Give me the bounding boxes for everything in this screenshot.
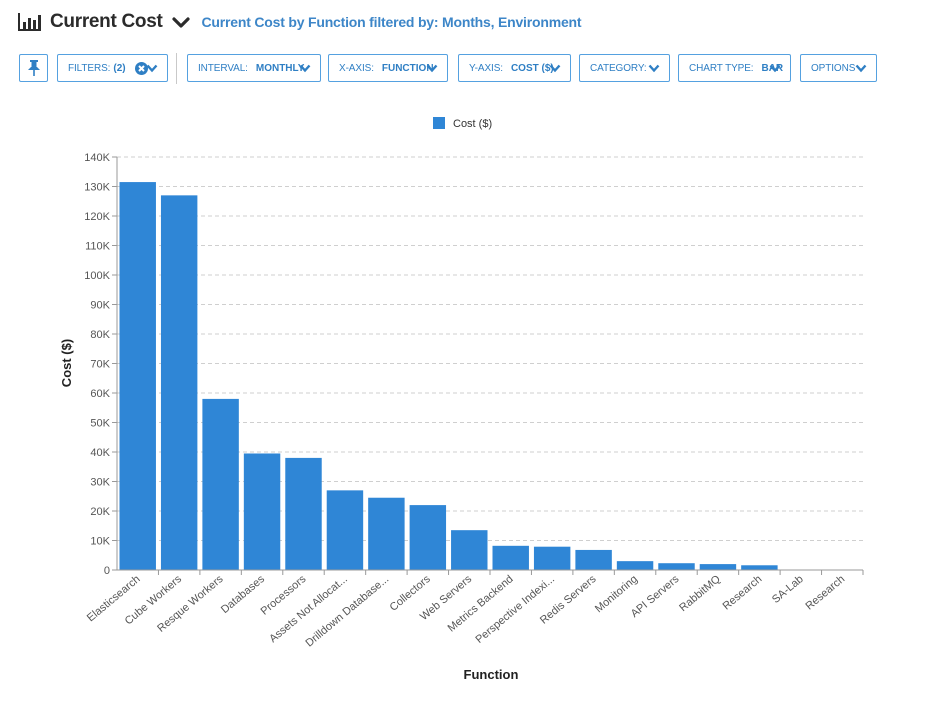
chevron-down-icon (648, 64, 660, 73)
chart-legend[interactable]: Cost ($) (433, 117, 492, 130)
cost-bar-chart: Cost ($) 0 10K 20K 30K 40K 50K 60K 70K 80K 90K 100… (59, 117, 864, 682)
y-tick-label: 110K (85, 241, 111, 253)
filters-label: FILTERS: (68, 62, 111, 74)
report-header: Current Cost Current Cost by Function fi… (18, 8, 582, 36)
category-select[interactable]: CATEGORY: (579, 54, 670, 82)
y-tick-label: 100K (84, 270, 110, 282)
filters-count: (2) (113, 62, 126, 74)
y-tick-label: 80K (90, 329, 110, 341)
pin-icon (27, 60, 40, 76)
pin-button[interactable] (19, 54, 48, 82)
bar[interactable] (368, 497, 405, 570)
interval-value: MONTHLY (255, 62, 305, 74)
bar[interactable] (409, 505, 447, 570)
filters-button[interactable]: FILTERS: (2) (57, 54, 168, 82)
legend-swatch (433, 117, 445, 129)
bar[interactable] (451, 530, 488, 570)
y-tick-label: 70K (90, 359, 110, 371)
chevron-down-icon[interactable] (171, 17, 190, 29)
bar-chart-icon (18, 13, 41, 31)
x-axis-label: X-AXIS: (339, 62, 374, 74)
x-tick-label: Perspective Indexi... (473, 573, 557, 646)
chevron-down-icon (549, 64, 561, 73)
chart-type-label: CHART TYPE: (689, 62, 754, 74)
bar[interactable] (533, 546, 571, 570)
chevron-down-icon (855, 64, 867, 73)
y-tick-label: 130K (84, 182, 110, 194)
y-axis-select[interactable]: Y-AXIS: COST ($) (458, 54, 571, 82)
interval-select[interactable]: INTERVAL: MONTHLY (187, 54, 321, 82)
toolbar-divider (176, 53, 177, 84)
chevron-down-icon (426, 64, 438, 73)
y-tick-label: 0 (104, 565, 110, 577)
options-button[interactable]: OPTIONS (800, 54, 877, 82)
clear-filters-icon[interactable] (134, 61, 148, 75)
y-axis-value: COST ($) (510, 62, 554, 74)
x-tick-label: RabbitMQ (677, 573, 723, 614)
report-subtitle: Current Cost by Function filtered by: Mo… (201, 14, 582, 30)
bar[interactable] (658, 563, 695, 570)
bar[interactable] (699, 564, 737, 570)
x-tick-label: Assets Not Allocat... (267, 573, 350, 645)
chevron-down-icon (769, 64, 781, 73)
category-label: CATEGORY: (590, 62, 647, 74)
bar[interactable] (575, 549, 612, 570)
x-axis-title: Function (464, 667, 519, 682)
bar[interactable] (492, 545, 529, 570)
legend-label: Cost ($) (453, 118, 492, 130)
x-tick-label: Research (803, 573, 847, 612)
bar[interactable] (285, 457, 322, 570)
bar[interactable] (119, 182, 156, 570)
chevron-down-icon (146, 64, 158, 73)
y-axis-label: Y-AXIS: (469, 62, 503, 74)
x-tick-label: Research (721, 573, 765, 612)
x-axis-select[interactable]: X-AXIS: FUNCTION (328, 54, 448, 82)
bar[interactable] (243, 453, 281, 570)
y-tick-label: 20K (90, 506, 110, 518)
bar[interactable] (741, 565, 778, 570)
bar[interactable] (616, 561, 654, 570)
y-tick-label: 30K (90, 477, 110, 489)
report-title: Current Cost (50, 11, 163, 32)
chart-type-select[interactable]: CHART TYPE: BAR (678, 54, 791, 82)
x-tick-label: SA-Lab (770, 573, 806, 606)
options-label: OPTIONS (811, 62, 856, 74)
y-tick-label: 90K (90, 300, 110, 312)
chevron-down-icon (299, 64, 311, 73)
y-tick-label: 120K (84, 211, 110, 223)
y-axis-title: Cost ($) (59, 339, 74, 387)
bar[interactable] (160, 195, 198, 570)
y-tick-label: 60K (90, 388, 110, 400)
y-tick-label: 140K (84, 152, 110, 164)
y-tick-label: 40K (90, 447, 110, 459)
bar[interactable] (326, 490, 364, 570)
x-tick-label: Drilldown Database... (304, 573, 392, 649)
x-axis-value: FUNCTION (381, 62, 434, 74)
interval-label: INTERVAL: (198, 62, 248, 74)
bar[interactable] (202, 398, 239, 570)
y-tick-label: 50K (90, 418, 110, 430)
y-tick-label: 10K (90, 536, 110, 548)
